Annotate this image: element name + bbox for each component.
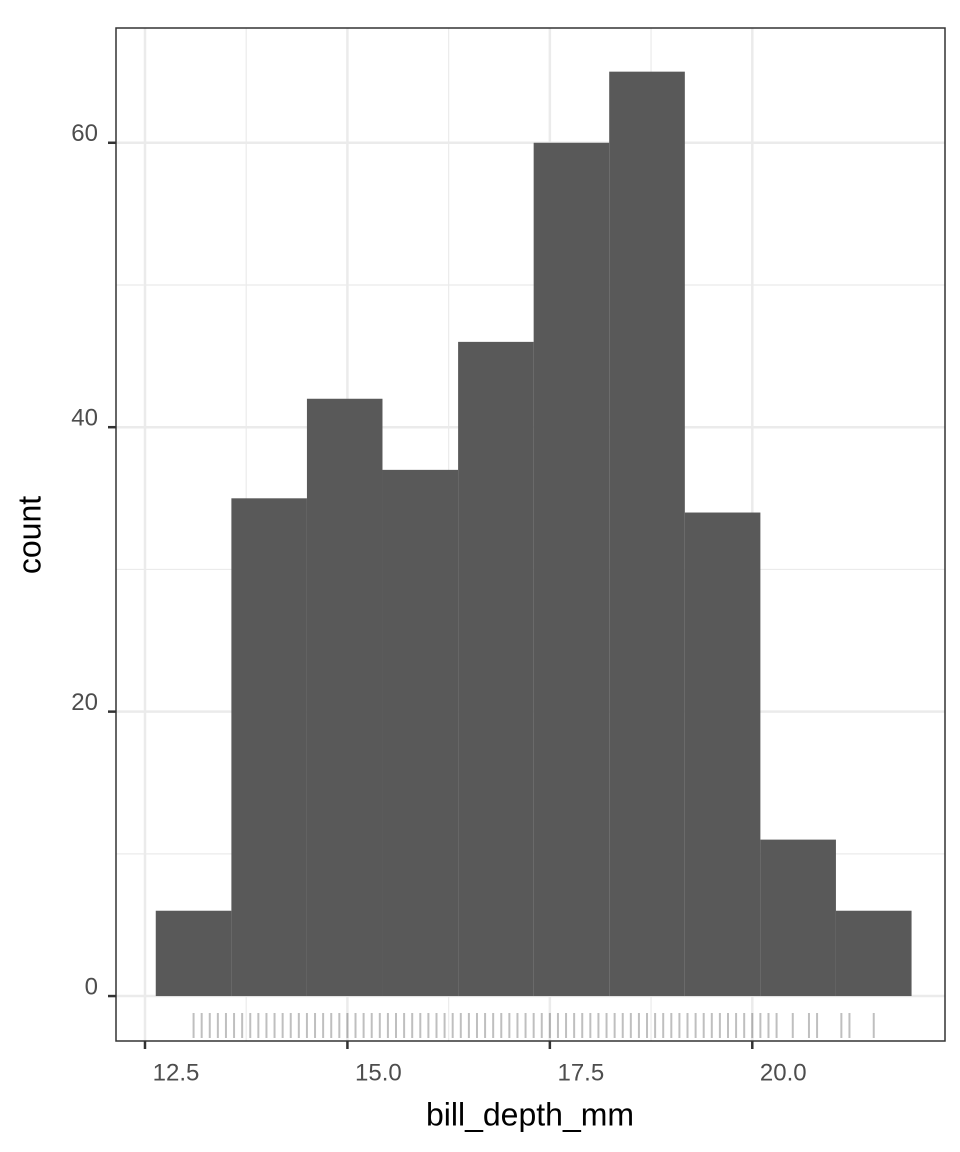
bar bbox=[306, 398, 383, 997]
bar bbox=[231, 498, 307, 997]
y-tick-label: 0 bbox=[85, 973, 98, 1000]
bar bbox=[760, 839, 836, 997]
bar bbox=[382, 469, 459, 997]
bar bbox=[155, 910, 232, 997]
y-tick-label: 40 bbox=[71, 405, 98, 432]
y-tick-label: 60 bbox=[71, 120, 98, 147]
x-tick-label: 12.5 bbox=[153, 1059, 200, 1086]
bar bbox=[533, 142, 610, 997]
y-axis-title: count bbox=[11, 496, 47, 574]
y-tick-label: 20 bbox=[71, 689, 98, 716]
bar bbox=[684, 512, 761, 997]
x-axis-title: bill_depth_mm bbox=[426, 1096, 634, 1132]
bar bbox=[609, 71, 685, 997]
x-tick-label: 15.0 bbox=[355, 1059, 402, 1086]
x-tick-label: 17.5 bbox=[557, 1059, 604, 1086]
x-tick-label: 20.0 bbox=[760, 1059, 807, 1086]
bar bbox=[835, 910, 912, 997]
bar bbox=[458, 341, 534, 997]
panel-border bbox=[115, 27, 946, 1042]
